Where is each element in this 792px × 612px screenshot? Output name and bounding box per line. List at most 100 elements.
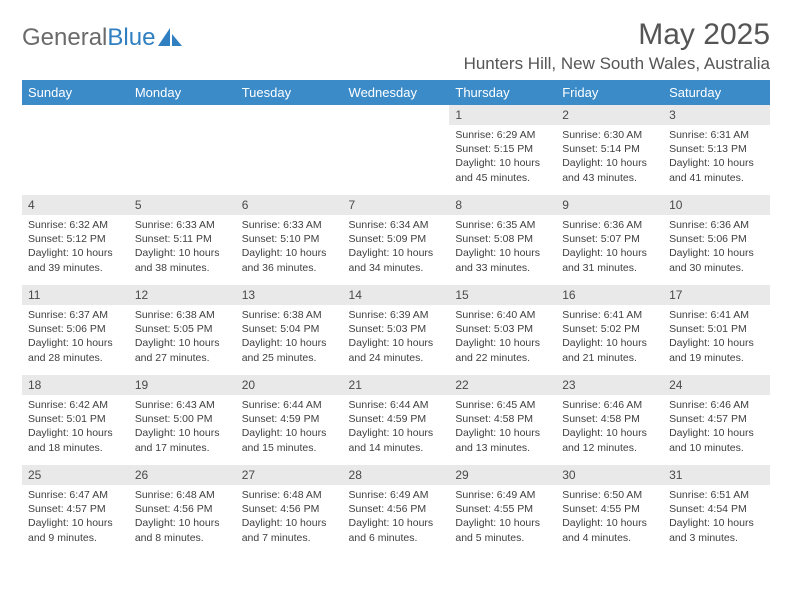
day-number: 24 xyxy=(663,375,770,395)
calendar-cell: 21Sunrise: 6:44 AMSunset: 4:59 PMDayligh… xyxy=(343,375,450,465)
day-number: 28 xyxy=(343,465,450,485)
day-header-row: SundayMondayTuesdayWednesdayThursdayFrid… xyxy=(22,80,770,105)
calendar-week-row: 11Sunrise: 6:37 AMSunset: 5:06 PMDayligh… xyxy=(22,285,770,375)
day-details: Sunrise: 6:44 AMSunset: 4:59 PMDaylight:… xyxy=(236,395,343,461)
day-details: Sunrise: 6:38 AMSunset: 5:05 PMDaylight:… xyxy=(129,305,236,371)
day-details: Sunrise: 6:36 AMSunset: 5:07 PMDaylight:… xyxy=(556,215,663,281)
calendar-cell: 10Sunrise: 6:36 AMSunset: 5:06 PMDayligh… xyxy=(663,195,770,285)
day-number: 10 xyxy=(663,195,770,215)
day-number: 15 xyxy=(449,285,556,305)
calendar-cell: 12Sunrise: 6:38 AMSunset: 5:05 PMDayligh… xyxy=(129,285,236,375)
day-details: Sunrise: 6:35 AMSunset: 5:08 PMDaylight:… xyxy=(449,215,556,281)
day-number: 6 xyxy=(236,195,343,215)
day-details: Sunrise: 6:36 AMSunset: 5:06 PMDaylight:… xyxy=(663,215,770,281)
location: Hunters Hill, New South Wales, Australia xyxy=(464,54,770,74)
day-number: 27 xyxy=(236,465,343,485)
day-number: 23 xyxy=(556,375,663,395)
day-details: Sunrise: 6:50 AMSunset: 4:55 PMDaylight:… xyxy=(556,485,663,551)
day-number: 25 xyxy=(22,465,129,485)
day-details: Sunrise: 6:40 AMSunset: 5:03 PMDaylight:… xyxy=(449,305,556,371)
calendar-cell: 16Sunrise: 6:41 AMSunset: 5:02 PMDayligh… xyxy=(556,285,663,375)
calendar-cell: 18Sunrise: 6:42 AMSunset: 5:01 PMDayligh… xyxy=(22,375,129,465)
logo: GeneralBlue xyxy=(22,18,184,52)
day-details: Sunrise: 6:31 AMSunset: 5:13 PMDaylight:… xyxy=(663,125,770,191)
calendar-cell: 14Sunrise: 6:39 AMSunset: 5:03 PMDayligh… xyxy=(343,285,450,375)
calendar-cell: 25Sunrise: 6:47 AMSunset: 4:57 PMDayligh… xyxy=(22,465,129,555)
calendar-cell: 19Sunrise: 6:43 AMSunset: 5:00 PMDayligh… xyxy=(129,375,236,465)
day-details: Sunrise: 6:41 AMSunset: 5:01 PMDaylight:… xyxy=(663,305,770,371)
day-details: Sunrise: 6:48 AMSunset: 4:56 PMDaylight:… xyxy=(129,485,236,551)
logo-text-blue: Blue xyxy=(107,24,155,52)
day-number: 21 xyxy=(343,375,450,395)
calendar-cell: 26Sunrise: 6:48 AMSunset: 4:56 PMDayligh… xyxy=(129,465,236,555)
calendar-cell: 15Sunrise: 6:40 AMSunset: 5:03 PMDayligh… xyxy=(449,285,556,375)
day-number: 9 xyxy=(556,195,663,215)
day-number: 12 xyxy=(129,285,236,305)
day-number: 29 xyxy=(449,465,556,485)
day-number: 30 xyxy=(556,465,663,485)
day-details: Sunrise: 6:39 AMSunset: 5:03 PMDaylight:… xyxy=(343,305,450,371)
day-details: Sunrise: 6:49 AMSunset: 4:56 PMDaylight:… xyxy=(343,485,450,551)
day-header: Sunday xyxy=(22,80,129,105)
day-details: Sunrise: 6:42 AMSunset: 5:01 PMDaylight:… xyxy=(22,395,129,461)
day-number: 31 xyxy=(663,465,770,485)
calendar-cell: 28Sunrise: 6:49 AMSunset: 4:56 PMDayligh… xyxy=(343,465,450,555)
day-number: 22 xyxy=(449,375,556,395)
day-details: Sunrise: 6:33 AMSunset: 5:11 PMDaylight:… xyxy=(129,215,236,281)
day-details: Sunrise: 6:38 AMSunset: 5:04 PMDaylight:… xyxy=(236,305,343,371)
day-number: 4 xyxy=(22,195,129,215)
calendar-cell: 13Sunrise: 6:38 AMSunset: 5:04 PMDayligh… xyxy=(236,285,343,375)
calendar-cell xyxy=(343,105,450,195)
calendar-week-row: 1Sunrise: 6:29 AMSunset: 5:15 PMDaylight… xyxy=(22,105,770,195)
day-number: 7 xyxy=(343,195,450,215)
month-title: May 2025 xyxy=(464,18,770,52)
day-number: 5 xyxy=(129,195,236,215)
day-details: Sunrise: 6:37 AMSunset: 5:06 PMDaylight:… xyxy=(22,305,129,371)
logo-sail-icon xyxy=(158,28,184,48)
calendar-table: SundayMondayTuesdayWednesdayThursdayFrid… xyxy=(22,80,770,555)
calendar-cell: 17Sunrise: 6:41 AMSunset: 5:01 PMDayligh… xyxy=(663,285,770,375)
calendar-cell xyxy=(236,105,343,195)
calendar-cell: 4Sunrise: 6:32 AMSunset: 5:12 PMDaylight… xyxy=(22,195,129,285)
day-number: 11 xyxy=(22,285,129,305)
calendar-cell xyxy=(129,105,236,195)
calendar-cell: 29Sunrise: 6:49 AMSunset: 4:55 PMDayligh… xyxy=(449,465,556,555)
day-header: Thursday xyxy=(449,80,556,105)
day-details: Sunrise: 6:32 AMSunset: 5:12 PMDaylight:… xyxy=(22,215,129,281)
day-number: 17 xyxy=(663,285,770,305)
day-number: 8 xyxy=(449,195,556,215)
day-number: 20 xyxy=(236,375,343,395)
day-details: Sunrise: 6:46 AMSunset: 4:58 PMDaylight:… xyxy=(556,395,663,461)
day-header: Tuesday xyxy=(236,80,343,105)
calendar-cell: 30Sunrise: 6:50 AMSunset: 4:55 PMDayligh… xyxy=(556,465,663,555)
calendar-cell: 9Sunrise: 6:36 AMSunset: 5:07 PMDaylight… xyxy=(556,195,663,285)
day-details: Sunrise: 6:51 AMSunset: 4:54 PMDaylight:… xyxy=(663,485,770,551)
day-details: Sunrise: 6:33 AMSunset: 5:10 PMDaylight:… xyxy=(236,215,343,281)
day-number: 26 xyxy=(129,465,236,485)
title-block: May 2025 Hunters Hill, New South Wales, … xyxy=(464,18,770,74)
day-details: Sunrise: 6:45 AMSunset: 4:58 PMDaylight:… xyxy=(449,395,556,461)
day-number: 2 xyxy=(556,105,663,125)
calendar-cell: 6Sunrise: 6:33 AMSunset: 5:10 PMDaylight… xyxy=(236,195,343,285)
calendar-week-row: 25Sunrise: 6:47 AMSunset: 4:57 PMDayligh… xyxy=(22,465,770,555)
day-header: Wednesday xyxy=(343,80,450,105)
header: GeneralBlue May 2025 Hunters Hill, New S… xyxy=(22,18,770,74)
day-number: 3 xyxy=(663,105,770,125)
day-details: Sunrise: 6:30 AMSunset: 5:14 PMDaylight:… xyxy=(556,125,663,191)
calendar-cell: 24Sunrise: 6:46 AMSunset: 4:57 PMDayligh… xyxy=(663,375,770,465)
day-details: Sunrise: 6:34 AMSunset: 5:09 PMDaylight:… xyxy=(343,215,450,281)
day-header: Monday xyxy=(129,80,236,105)
day-header: Friday xyxy=(556,80,663,105)
day-number: 14 xyxy=(343,285,450,305)
day-number: 18 xyxy=(22,375,129,395)
day-details: Sunrise: 6:41 AMSunset: 5:02 PMDaylight:… xyxy=(556,305,663,371)
calendar-week-row: 4Sunrise: 6:32 AMSunset: 5:12 PMDaylight… xyxy=(22,195,770,285)
calendar-cell: 2Sunrise: 6:30 AMSunset: 5:14 PMDaylight… xyxy=(556,105,663,195)
day-number: 19 xyxy=(129,375,236,395)
calendar-cell: 8Sunrise: 6:35 AMSunset: 5:08 PMDaylight… xyxy=(449,195,556,285)
day-details: Sunrise: 6:29 AMSunset: 5:15 PMDaylight:… xyxy=(449,125,556,191)
day-number: 16 xyxy=(556,285,663,305)
day-details: Sunrise: 6:46 AMSunset: 4:57 PMDaylight:… xyxy=(663,395,770,461)
day-details: Sunrise: 6:44 AMSunset: 4:59 PMDaylight:… xyxy=(343,395,450,461)
calendar-cell: 7Sunrise: 6:34 AMSunset: 5:09 PMDaylight… xyxy=(343,195,450,285)
